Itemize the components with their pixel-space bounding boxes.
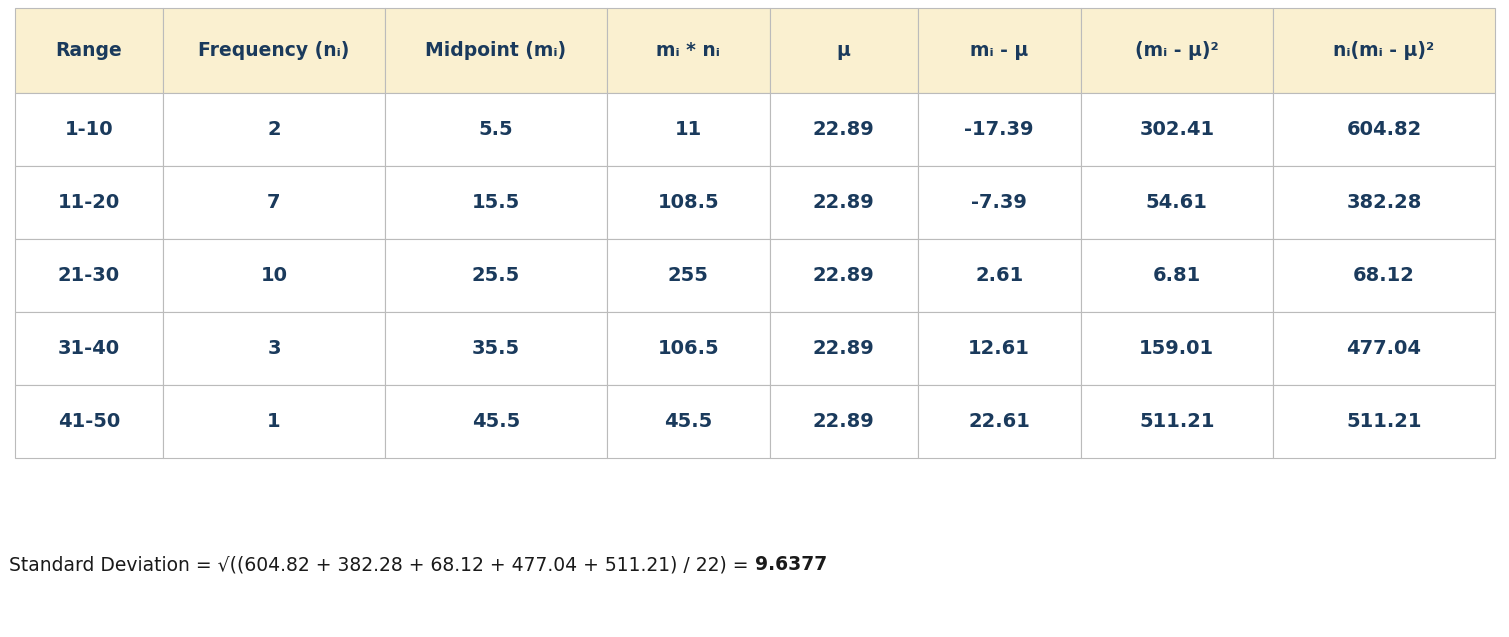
Bar [1274,239,1495,312]
Bar [1274,93,1495,166]
Text: 3: 3 [267,339,281,358]
Bar [607,312,770,385]
Bar [770,166,917,239]
Text: 511.21: 511.21 [1346,412,1421,431]
Text: nᵢ(mᵢ - μ)²: nᵢ(mᵢ - μ)² [1334,41,1435,60]
Text: Range: Range [56,41,122,60]
Bar [15,385,163,458]
Text: mᵢ * nᵢ: mᵢ * nᵢ [656,41,720,60]
Bar [1274,385,1495,458]
Text: 11: 11 [675,120,702,139]
Bar [1080,8,1274,93]
Bar [1080,239,1274,312]
Bar [163,312,385,385]
Text: 5.5: 5.5 [478,120,513,139]
Text: 41-50: 41-50 [57,412,121,431]
Bar [1080,93,1274,166]
Text: 477.04: 477.04 [1346,339,1421,358]
Bar [770,385,917,458]
Text: 108.5: 108.5 [658,193,720,212]
Text: 9.6377: 9.6377 [754,555,827,575]
Bar [917,239,1080,312]
Bar [385,385,607,458]
Bar [607,93,770,166]
Text: 1: 1 [267,412,281,431]
Bar [917,385,1080,458]
Text: 22.89: 22.89 [813,266,875,285]
Bar [163,8,385,93]
Bar [15,93,163,166]
Text: 68.12: 68.12 [1354,266,1415,285]
Text: 1-10: 1-10 [65,120,113,139]
Bar [1080,166,1274,239]
Text: 22.89: 22.89 [813,412,875,431]
Bar [385,312,607,385]
Text: 21-30: 21-30 [57,266,121,285]
Bar [163,93,385,166]
Bar [163,239,385,312]
Text: 45.5: 45.5 [664,412,712,431]
Text: (mᵢ - μ)²: (mᵢ - μ)² [1135,41,1219,60]
Text: 25.5: 25.5 [472,266,521,285]
Text: 11-20: 11-20 [57,193,121,212]
Text: Standard Deviation = √((604.82 + 382.28 + 68.12 + 477.04 + 511.21) / 22) =: Standard Deviation = √((604.82 + 382.28 … [9,555,754,575]
Bar [15,239,163,312]
Text: 511.21: 511.21 [1139,412,1215,431]
Bar [15,166,163,239]
Text: 255: 255 [668,266,709,285]
Text: 35.5: 35.5 [472,339,521,358]
Bar [163,166,385,239]
Bar [607,385,770,458]
Text: Midpoint (mᵢ): Midpoint (mᵢ) [426,41,566,60]
Text: 382.28: 382.28 [1346,193,1421,212]
Text: 22.89: 22.89 [813,193,875,212]
Bar [770,93,917,166]
Bar [385,93,607,166]
Bar [163,385,385,458]
Text: 12.61: 12.61 [969,339,1031,358]
Text: -17.39: -17.39 [964,120,1034,139]
Text: 22.89: 22.89 [813,120,875,139]
Bar [917,8,1080,93]
Bar [607,166,770,239]
Bar [385,166,607,239]
Text: mᵢ - μ: mᵢ - μ [970,41,1028,60]
Text: 159.01: 159.01 [1139,339,1215,358]
Text: 22.61: 22.61 [969,412,1031,431]
Text: 45.5: 45.5 [472,412,521,431]
Bar [770,312,917,385]
Bar [1080,312,1274,385]
Bar [385,239,607,312]
Bar [1274,312,1495,385]
Text: 15.5: 15.5 [472,193,521,212]
Text: 7: 7 [267,193,281,212]
Bar [15,8,163,93]
Text: Frequency (nᵢ): Frequency (nᵢ) [198,41,350,60]
Text: 31-40: 31-40 [57,339,121,358]
Text: 2: 2 [267,120,281,139]
Text: 2.61: 2.61 [975,266,1023,285]
Bar [607,239,770,312]
Bar [15,312,163,385]
Text: 604.82: 604.82 [1346,120,1421,139]
Bar [917,312,1080,385]
Text: 302.41: 302.41 [1139,120,1215,139]
Text: 10: 10 [261,266,288,285]
Bar [770,239,917,312]
Bar [385,8,607,93]
Bar [1080,385,1274,458]
Text: 6.81: 6.81 [1153,266,1201,285]
Bar [1274,166,1495,239]
Text: 106.5: 106.5 [658,339,720,358]
Text: μ: μ [837,41,851,60]
Bar [607,8,770,93]
Bar [917,93,1080,166]
Text: 54.61: 54.61 [1145,193,1207,212]
Bar [1274,8,1495,93]
Bar [770,8,917,93]
Bar [917,166,1080,239]
Text: 22.89: 22.89 [813,339,875,358]
Text: -7.39: -7.39 [972,193,1028,212]
